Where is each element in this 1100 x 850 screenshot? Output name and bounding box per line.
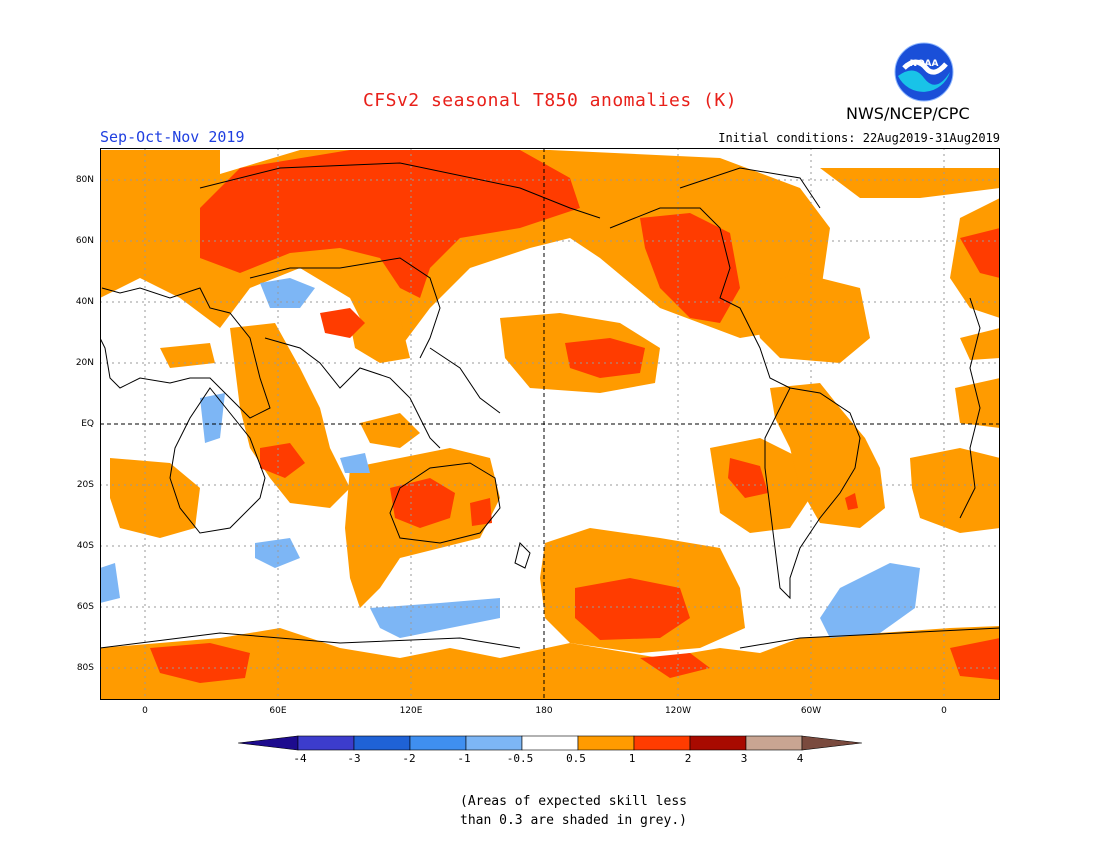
lat-label: EQ bbox=[81, 419, 94, 429]
colorbar-tick-label: 0.5 bbox=[566, 752, 586, 765]
season-label: Sep-Oct-Nov 2019 bbox=[100, 128, 245, 146]
colorbar-arrow-low bbox=[238, 735, 299, 751]
lat-label: 60S bbox=[76, 602, 94, 612]
colorbar-segment bbox=[353, 735, 411, 751]
lon-label: 120W bbox=[664, 706, 692, 716]
colorbar-tick-label: -3 bbox=[347, 752, 361, 765]
anomaly-shading bbox=[100, 150, 1000, 700]
coastlines bbox=[100, 162, 1000, 649]
agency-label: NWS/NCEP/CPC bbox=[846, 104, 970, 123]
colorbar-tick-label: -1 bbox=[457, 752, 471, 765]
lon-label: 60E bbox=[269, 706, 287, 716]
colorbar-tick-label: 4 bbox=[796, 752, 804, 765]
colorbar-tick-label: 2 bbox=[684, 752, 692, 765]
colorbar-tick-label: -0.5 bbox=[506, 752, 534, 765]
lon-label: 180 bbox=[535, 706, 553, 716]
colorbar-segment bbox=[521, 735, 579, 751]
skill-note: (Areas of expected skill less than 0.3 a… bbox=[460, 792, 740, 830]
skill-note-line: (Areas of expected skill less bbox=[460, 794, 687, 809]
lon-label: 0 bbox=[142, 706, 148, 716]
colorbar-tick-label: -2 bbox=[402, 752, 416, 765]
noaa-logo: NOAA bbox=[894, 42, 954, 106]
lat-label: 80S bbox=[76, 663, 94, 673]
colorbar-segment bbox=[633, 735, 691, 751]
lat-label: 80N bbox=[75, 175, 94, 185]
skill-note-line: than 0.3 are shaded in grey.) bbox=[460, 813, 687, 828]
colorbar-segment bbox=[297, 735, 355, 751]
lat-label: 40N bbox=[75, 297, 94, 307]
lat-label: 20N bbox=[75, 358, 94, 368]
lon-label: 0 bbox=[941, 706, 947, 716]
reference-lines bbox=[100, 148, 1000, 700]
colorbar-segment bbox=[745, 735, 803, 751]
colorbar-tick-label: -4 bbox=[293, 752, 307, 765]
colorbar-segment bbox=[689, 735, 747, 751]
lat-label: 60N bbox=[75, 236, 94, 246]
colorbar-segment bbox=[409, 735, 467, 751]
lat-label: 40S bbox=[76, 541, 94, 551]
colorbar-segment bbox=[577, 735, 635, 751]
logo-text: NOAA bbox=[910, 59, 939, 69]
colorbar-tick-label: 1 bbox=[628, 752, 636, 765]
lon-label: 60W bbox=[800, 706, 822, 716]
map-title: CFSv2 seasonal T850 anomalies (K) bbox=[362, 90, 738, 111]
anomaly-map bbox=[100, 148, 1000, 700]
lat-label: 20S bbox=[76, 480, 94, 490]
colorbar-arrow-high bbox=[801, 735, 862, 751]
initial-conditions-label: Initial conditions: 22Aug2019-31Aug2019 bbox=[718, 131, 1000, 145]
colorbar bbox=[238, 735, 862, 751]
colorbar-segment bbox=[465, 735, 523, 751]
graticule bbox=[100, 148, 1000, 700]
lon-label: 120E bbox=[399, 706, 423, 716]
colorbar-tick-label: 3 bbox=[740, 752, 748, 765]
